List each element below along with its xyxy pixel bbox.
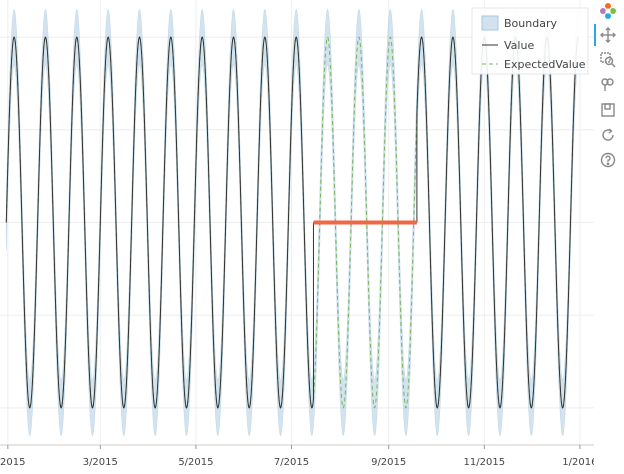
x-axis-ticks: 1/2015 3/2015 5/2015 7/2015 9/2015 11/2015 1/2… bbox=[0, 445, 594, 468]
help-icon[interactable] bbox=[598, 150, 618, 170]
chart-canvas[interactable]: 1/2015 3/2015 5/2015 7/2015 9/2015 11/2015 1/2… bbox=[0, 0, 594, 474]
value-layer bbox=[5, 36, 579, 409]
legend-label-value: Value bbox=[504, 39, 534, 52]
box-zoom-icon[interactable] bbox=[598, 50, 618, 70]
toolbar bbox=[594, 0, 624, 474]
pan-icon[interactable] bbox=[598, 25, 618, 45]
x-tick-label: 1/2016 bbox=[562, 457, 594, 468]
logo-icon[interactable] bbox=[598, 1, 618, 21]
save-icon[interactable] bbox=[598, 100, 618, 120]
x-tick-label: 3/2015 bbox=[83, 457, 118, 468]
x-tick-label: 9/2015 bbox=[371, 457, 406, 468]
x-tick-label: 7/2015 bbox=[274, 457, 309, 468]
legend-label-expected: ExpectedValue bbox=[504, 58, 586, 71]
value-line-segment-2 bbox=[416, 36, 579, 409]
x-tick-label: 1/2015 bbox=[0, 457, 25, 468]
legend-swatch-boundary bbox=[481, 15, 499, 31]
x-tick-label: 11/2015 bbox=[464, 457, 506, 468]
reset-icon[interactable] bbox=[598, 125, 618, 145]
value-line-segment-1 bbox=[5, 36, 314, 409]
tool-active-marker bbox=[594, 24, 596, 46]
legend-label-boundary: Boundary bbox=[504, 17, 557, 30]
wheel-zoom-icon[interactable] bbox=[598, 74, 618, 94]
legend: Boundary Value ExpectedValue bbox=[471, 7, 589, 75]
x-tick-label: 5/2015 bbox=[178, 457, 213, 468]
